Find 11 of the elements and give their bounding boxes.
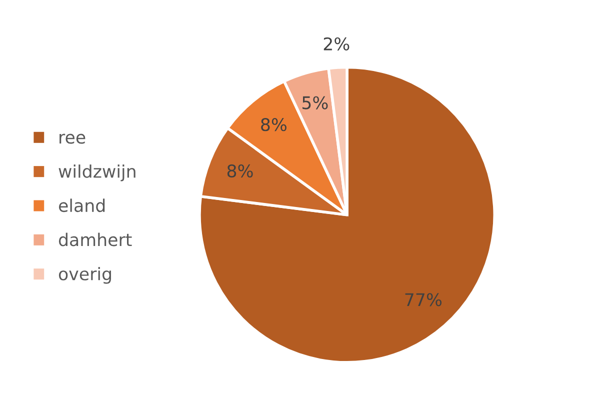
data-label: 8% xyxy=(261,118,286,132)
legend-label: ree xyxy=(60,134,86,144)
legend-label: damhert xyxy=(58,232,132,246)
data-label: 5% xyxy=(302,96,328,110)
legend-label: wildzwijn xyxy=(58,164,136,182)
legend-label: eland xyxy=(58,198,105,212)
data-label: 8% xyxy=(227,164,253,178)
data-label: 77% xyxy=(405,293,442,306)
pie-slice xyxy=(198,66,496,364)
data-label: 2% xyxy=(324,37,350,50)
legend-label: overig xyxy=(58,266,111,284)
